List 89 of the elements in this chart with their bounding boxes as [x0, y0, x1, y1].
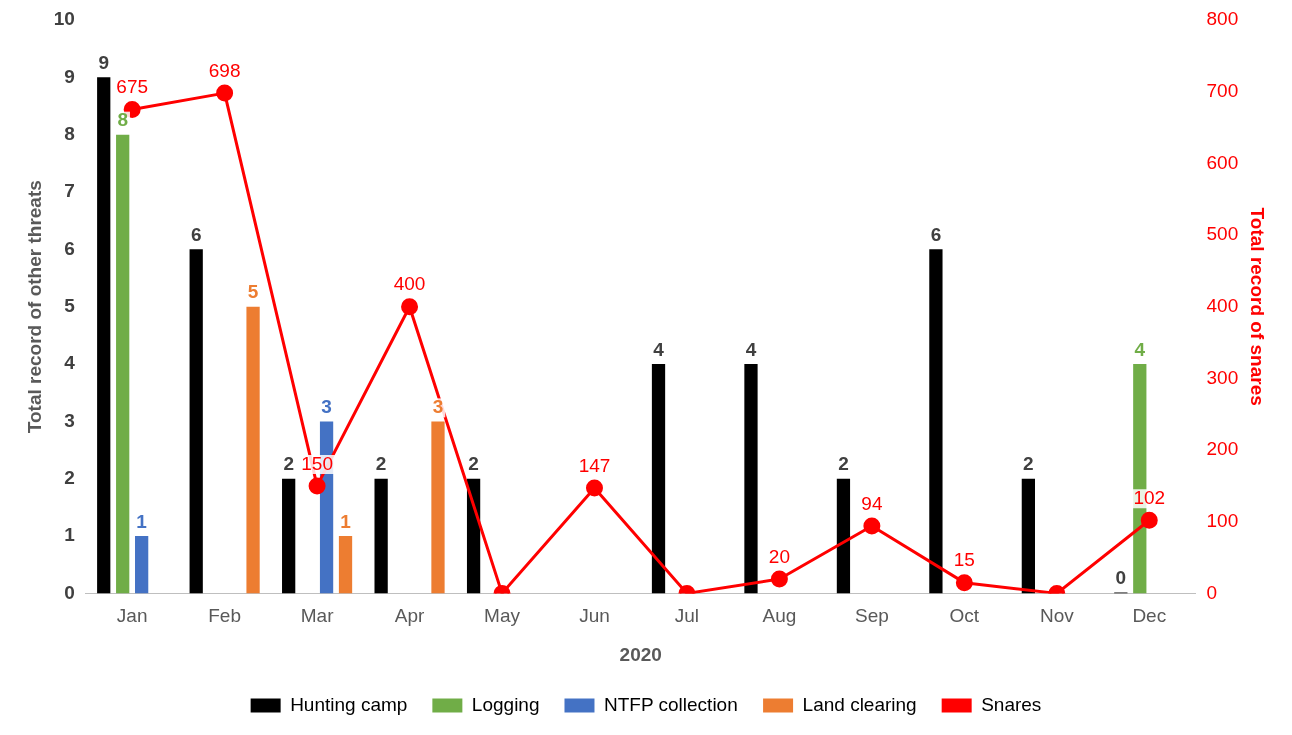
- bar: [116, 134, 130, 594]
- data-label: 3: [321, 396, 332, 418]
- x-tick-label: Feb: [208, 605, 241, 627]
- data-label: 5: [247, 281, 259, 303]
- data-label: 2: [1023, 453, 1034, 475]
- legend-label: NTFP collection: [603, 693, 738, 715]
- bar: [246, 306, 260, 594]
- x-tick-label: Jun: [579, 605, 610, 627]
- y-tick-label: 4: [64, 352, 76, 374]
- point: [401, 298, 419, 316]
- data-label: 4: [653, 338, 665, 360]
- legend-label: Land clearing: [802, 693, 917, 715]
- bar: [1021, 478, 1036, 594]
- y-tick-label: 2: [64, 466, 75, 488]
- y2-tick-label: 500: [1206, 223, 1239, 245]
- x-tick-label: Apr: [394, 605, 426, 627]
- y-tick-label: 8: [64, 122, 75, 144]
- data-label: 4: [1134, 338, 1146, 360]
- y-tick-label: 5: [64, 294, 76, 316]
- bar: [282, 478, 296, 594]
- point: [1140, 511, 1158, 529]
- data-label: 8: [117, 109, 128, 131]
- data-label: 4: [745, 338, 757, 360]
- data-label: 698: [208, 59, 241, 81]
- data-label: 20: [768, 545, 790, 567]
- x-tick-label: Jan: [116, 605, 148, 627]
- y-tick-label: 6: [64, 237, 75, 259]
- data-label: 15: [953, 549, 975, 571]
- data-label: 2: [283, 453, 294, 475]
- y-tick-label: 3: [64, 409, 75, 431]
- data-label: 6: [190, 224, 202, 246]
- point: [770, 570, 788, 588]
- data-label: 102: [1133, 487, 1166, 509]
- x-tick-label: Jul: [674, 605, 700, 627]
- legend-label: Hunting camp: [290, 693, 408, 715]
- y2-tick-label: 400: [1206, 294, 1239, 316]
- data-label: 94: [861, 492, 883, 514]
- y2-tick-label: 100: [1206, 509, 1239, 531]
- data-label: 3: [432, 396, 444, 418]
- bar: [651, 364, 666, 594]
- point: [585, 479, 603, 497]
- bar: [431, 421, 445, 594]
- data-label: 147: [578, 454, 611, 476]
- x-tick-label: Aug: [762, 605, 797, 627]
- data-label: 2: [468, 453, 479, 475]
- point: [308, 477, 326, 495]
- bar: [135, 536, 149, 594]
- y-tick-label: 0: [64, 581, 75, 603]
- y2-tick-label: 300: [1206, 366, 1239, 388]
- y2-tick-label: 600: [1206, 151, 1239, 173]
- data-label: 675: [116, 76, 149, 98]
- x-tick-label: Sep: [854, 605, 889, 627]
- point: [955, 574, 973, 592]
- y2-axis-title: Total record of snares: [1247, 207, 1269, 406]
- data-label: 150: [301, 452, 333, 474]
- y2-tick-label: 800: [1206, 8, 1239, 30]
- y-axis-title: Total record of other threats: [23, 180, 45, 434]
- data-label: 2: [838, 453, 849, 475]
- bar: [97, 77, 111, 594]
- x-tick-label: Dec: [1132, 605, 1167, 627]
- y2-tick-label: 700: [1206, 79, 1239, 101]
- x-axis-title: 2020: [619, 643, 662, 665]
- x-tick-label: Oct: [949, 605, 980, 627]
- data-label: 6: [930, 224, 942, 246]
- x-tick-label: Mar: [300, 605, 335, 627]
- y2-tick-label: 0: [1206, 581, 1218, 603]
- y-tick-label: 1: [64, 524, 76, 546]
- bar: [374, 478, 388, 594]
- x-tick-label: Nov: [1039, 605, 1075, 627]
- y2-tick-label: 200: [1206, 438, 1239, 460]
- bar: [189, 249, 203, 594]
- data-label: 9: [98, 52, 110, 74]
- point: [216, 84, 234, 102]
- legend-label: Snares: [981, 693, 1042, 715]
- data-label: 1: [340, 510, 352, 532]
- y-tick-label: 10: [53, 8, 75, 30]
- data-label: 400: [393, 273, 426, 295]
- y-tick-label: 9: [64, 65, 75, 87]
- bar: [836, 478, 851, 594]
- y-tick-label: 7: [64, 180, 75, 202]
- data-label: 1: [136, 510, 148, 532]
- bar: [338, 536, 353, 594]
- point: [863, 517, 881, 535]
- legend-label: Logging: [471, 693, 540, 715]
- data-label: 2: [375, 453, 387, 475]
- data-label: 0: [1115, 567, 1127, 589]
- bar: [929, 249, 943, 594]
- x-tick-label: May: [484, 605, 521, 627]
- bar: [744, 364, 758, 594]
